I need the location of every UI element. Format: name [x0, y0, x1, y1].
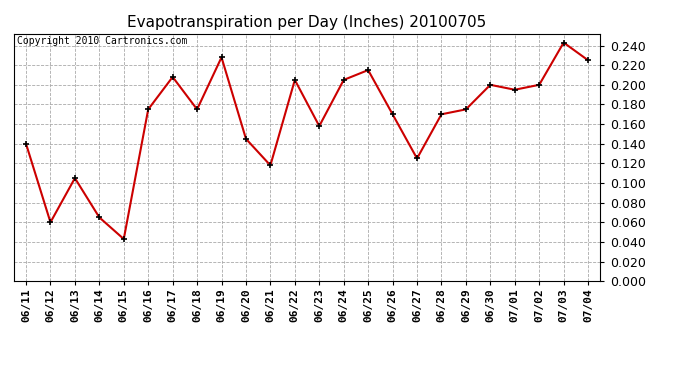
Text: Copyright 2010 Cartronics.com: Copyright 2010 Cartronics.com [17, 36, 187, 46]
Title: Evapotranspiration per Day (Inches) 20100705: Evapotranspiration per Day (Inches) 2010… [128, 15, 486, 30]
